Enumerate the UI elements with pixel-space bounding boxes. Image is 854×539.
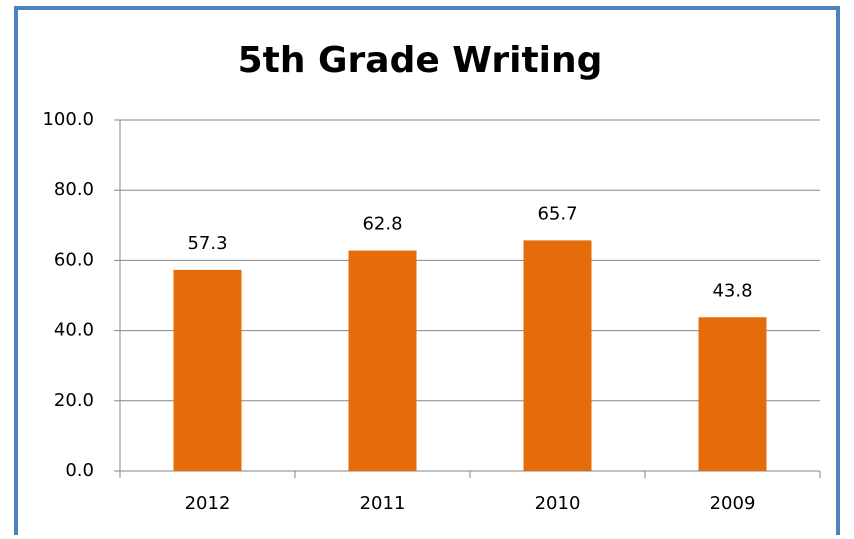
y-tick-label: 40.0	[54, 320, 94, 341]
y-tick-label: 0.0	[65, 460, 94, 481]
x-tick-label: 2010	[535, 493, 581, 514]
bar	[698, 317, 767, 471]
y-tick-label: 60.0	[54, 249, 94, 270]
bar	[173, 269, 242, 471]
value-label: 43.8	[712, 280, 752, 301]
bar	[523, 240, 592, 471]
chart-title: 5th Grade Writing	[238, 40, 603, 81]
x-tick-label: 2009	[710, 493, 756, 514]
y-tick-label: 100.0	[42, 109, 94, 130]
value-label: 62.8	[362, 214, 402, 235]
value-label: 65.7	[537, 203, 577, 224]
y-tick-label: 80.0	[54, 179, 94, 200]
bar	[348, 250, 417, 471]
value-label: 57.3	[187, 233, 227, 254]
x-tick-label: 2011	[360, 493, 406, 514]
x-tick-label: 2012	[185, 493, 231, 514]
y-tick-label: 20.0	[54, 390, 94, 411]
